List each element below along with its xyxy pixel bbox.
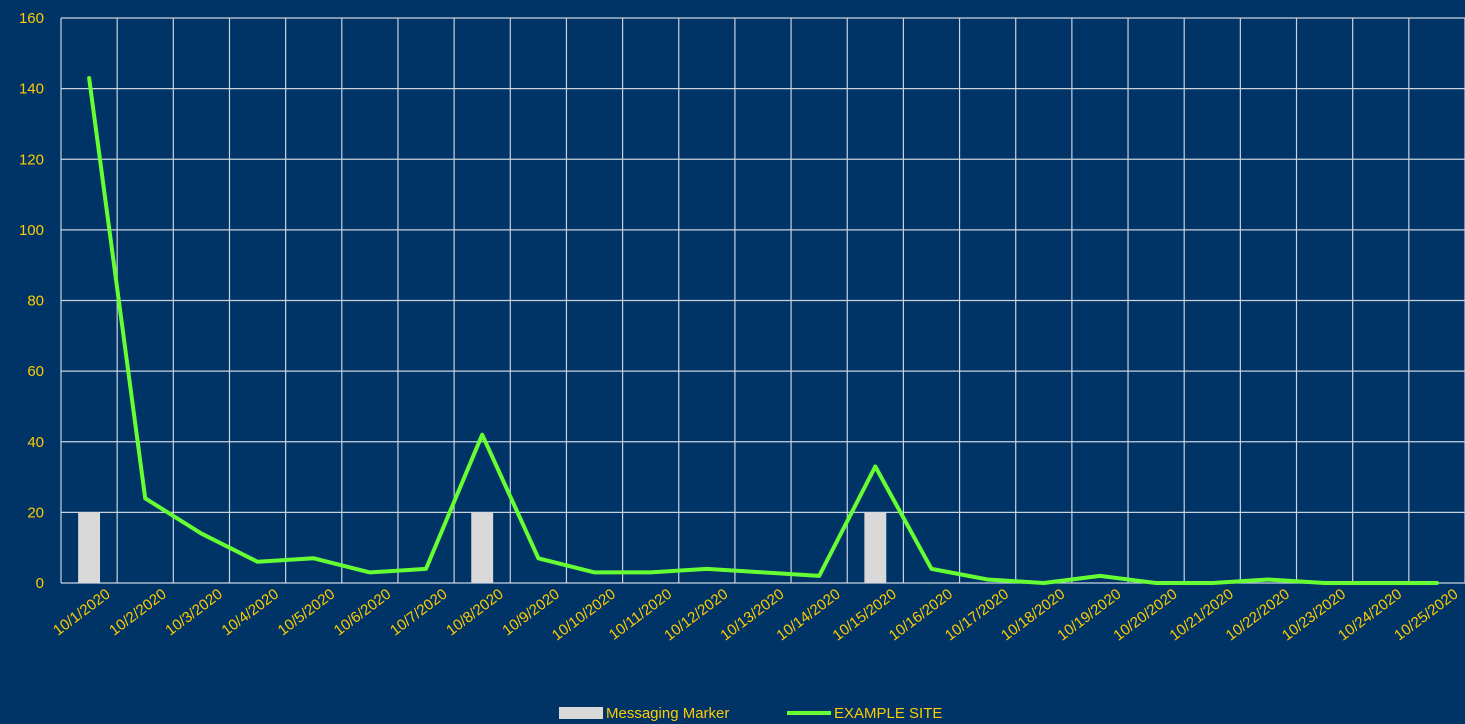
y-tick-label: 20 — [27, 504, 44, 521]
y-tick-label: 40 — [27, 434, 44, 451]
y-axis-ticks: 0 20 40 60 80 100 120 140 160 — [19, 10, 44, 592]
y-tick-label: 80 — [27, 293, 44, 310]
y-tick-label: 60 — [27, 363, 44, 380]
legend-label-example-site: EXAMPLE SITE — [834, 705, 942, 722]
x-tick-label: 10/3/2020 — [162, 586, 226, 640]
x-tick-label: 10/6/2020 — [331, 586, 395, 640]
x-tick-label: 10/8/2020 — [443, 586, 507, 640]
legend: Messaging Marker EXAMPLE SITE — [559, 705, 942, 722]
y-tick-label: 140 — [19, 81, 44, 98]
example-site-line-group — [87, 76, 1439, 585]
y-tick-label: 160 — [19, 10, 44, 27]
legend-label-messaging-marker: Messaging Marker — [606, 705, 729, 722]
legend-swatch-messaging-marker — [559, 707, 603, 719]
legend-item-example-site: EXAMPLE SITE — [787, 705, 942, 722]
y-tick-label: 120 — [19, 151, 44, 168]
x-tick-label: 10/2/2020 — [106, 586, 170, 640]
x-tick-label: 10/10/2020 — [549, 586, 619, 645]
messaging-marker-bars — [78, 512, 887, 583]
x-tick-label: 10/7/2020 — [387, 586, 451, 640]
grid — [60, 17, 1465, 584]
x-axis-ticks: 10/1/202010/2/202010/3/202010/4/202010/5… — [50, 586, 1461, 645]
x-tick-label: 10/4/2020 — [219, 586, 283, 640]
bar-messaging-marker — [864, 512, 887, 583]
x-tick-label: 10/5/2020 — [275, 586, 339, 640]
legend-item-messaging-marker: Messaging Marker — [559, 705, 729, 722]
x-tick-label: 10/1/2020 — [50, 586, 114, 640]
y-tick-label: 100 — [19, 222, 44, 239]
x-tick-label: 10/25/2020 — [1391, 586, 1461, 645]
bar-messaging-marker — [78, 512, 101, 583]
y-tick-label: 0 — [36, 575, 44, 592]
series-line-example-site — [87, 76, 1439, 585]
bar-messaging-marker — [471, 512, 494, 583]
